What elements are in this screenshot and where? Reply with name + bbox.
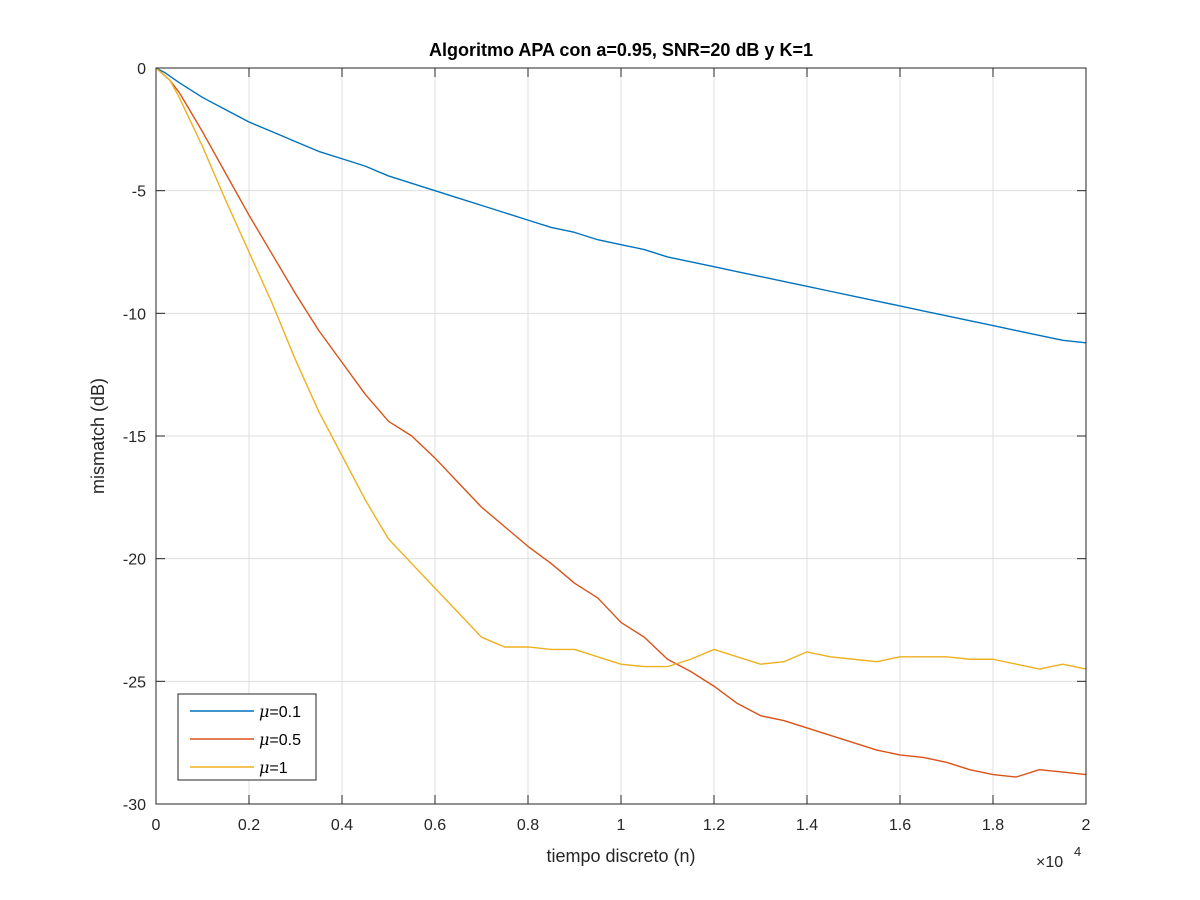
x-tick-label: 1.4: [796, 817, 818, 834]
legend-series-name: =0.1: [269, 704, 301, 721]
x-tick-labels: 0 0.2 0.4 0.6 0.8 1 1.2 1.4 1.6 1.8 2: [152, 817, 1091, 834]
legend-series-name: =0.5: [269, 732, 301, 749]
x-tick-label: 0.2: [238, 817, 260, 834]
x-axis-exponent: ×10 4: [1036, 844, 1081, 871]
series-line-1: [155, 67, 1087, 778]
series-line-2: [155, 67, 1087, 670]
series-line-0: [155, 67, 1087, 344]
y-tick-labels: 0 -5 -10 -15 -20 -25 -30: [123, 61, 146, 814]
data-series: [155, 67, 1087, 778]
x-axis-label: tiempo discreto (n): [546, 846, 695, 866]
legend-mu-symbol: μ: [259, 758, 269, 777]
legend-entries: μ=0.1μ=0.5μ=1: [190, 702, 301, 777]
legend-box: [177, 693, 317, 781]
legend-label-0: μ=0.1: [259, 702, 301, 721]
legend-mu-symbol: μ: [259, 702, 269, 721]
x-exponent-power: 4: [1074, 844, 1081, 859]
y-tick-label: -5: [132, 184, 146, 201]
y-tick-label: -10: [123, 306, 146, 323]
legend-series-name: =1: [269, 760, 287, 777]
x-tick-label: 0: [152, 817, 161, 834]
legend-mu-symbol: μ: [259, 730, 269, 749]
x-tick-label: 2: [1082, 817, 1091, 834]
y-axis-label: mismatch (dB): [88, 378, 108, 494]
x-tick-label: 0.8: [517, 817, 539, 834]
legend-label-1: μ=0.5: [259, 730, 301, 749]
legend: μ=0.1μ=0.5μ=1: [177, 693, 317, 781]
chart-title: Algoritmo APA con a=0.95, SNR=20 dB y K=…: [429, 40, 813, 60]
x-tick-label: 0.6: [424, 817, 446, 834]
y-tick-label: -20: [123, 552, 146, 569]
x-tick-label: 1.6: [889, 817, 911, 834]
x-tick-label: 1: [617, 817, 626, 834]
x-tick-label: 0.4: [331, 817, 353, 834]
x-tick-label: 1.8: [982, 817, 1004, 834]
y-tick-label: -15: [123, 429, 146, 446]
y-tick-label: -30: [123, 797, 146, 814]
legend-label-2: μ=1: [259, 758, 288, 777]
y-tick-label: -25: [123, 674, 146, 691]
x-exponent-base: ×10: [1036, 854, 1063, 871]
y-tick-label: 0: [137, 61, 146, 78]
x-tick-label: 1.2: [703, 817, 725, 834]
tick-marks: [155, 67, 1087, 805]
